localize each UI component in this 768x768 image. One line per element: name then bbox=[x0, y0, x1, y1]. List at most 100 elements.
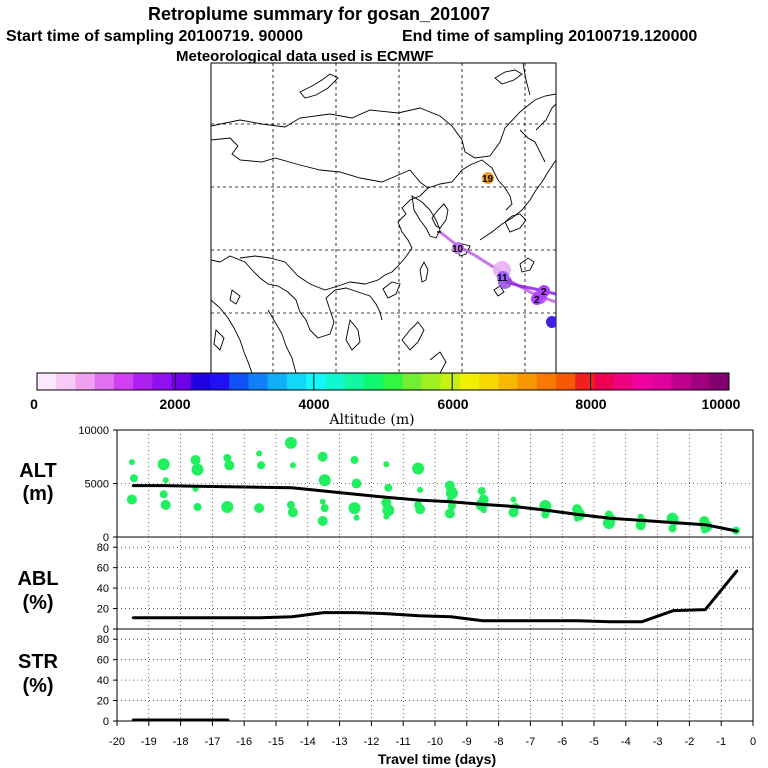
data-point bbox=[640, 620, 643, 624]
trajectory-point-label-1: 19 bbox=[482, 174, 494, 185]
colorbar-swatch bbox=[402, 373, 422, 390]
data-point bbox=[672, 609, 675, 612]
data-point bbox=[258, 486, 262, 489]
cluster-marker bbox=[162, 477, 169, 484]
colorbar-swatch bbox=[94, 373, 115, 390]
cluster-marker bbox=[508, 507, 519, 518]
cluster-marker bbox=[353, 514, 360, 521]
colorbar-swatch bbox=[306, 373, 326, 390]
data-point bbox=[195, 616, 198, 619]
cluster-marker bbox=[384, 483, 393, 492]
data-point bbox=[163, 484, 166, 487]
cluster-marker bbox=[318, 474, 331, 487]
x-tick-label: -4 bbox=[621, 736, 631, 748]
colorbar-swatch bbox=[594, 373, 615, 390]
cluster-marker bbox=[317, 515, 328, 526]
x-tick-label: -7 bbox=[526, 736, 536, 748]
str-panel-label: STR bbox=[18, 651, 59, 673]
colorbar-swatch bbox=[613, 373, 634, 390]
y-tick-label: 40 bbox=[97, 583, 109, 595]
x-tick-label: -13 bbox=[332, 736, 348, 748]
colorbar-swatch bbox=[709, 373, 730, 390]
cluster-marker bbox=[382, 504, 395, 517]
y-tick-label: 20 bbox=[97, 696, 109, 708]
alt-panel-label: ALT bbox=[19, 460, 56, 482]
cluster-marker bbox=[447, 501, 456, 510]
cluster-marker bbox=[224, 460, 235, 471]
cluster-marker bbox=[574, 515, 581, 522]
trajectory-point-label-5: 2 bbox=[534, 295, 540, 306]
data-point bbox=[545, 509, 548, 512]
trajectory-point-5 bbox=[531, 293, 543, 305]
data-point bbox=[608, 517, 612, 520]
cluster-marker bbox=[383, 513, 390, 520]
colorbar-swatch bbox=[671, 373, 692, 390]
cluster-marker bbox=[223, 453, 232, 462]
str-panel: 0 20 40 60 80 bbox=[97, 628, 754, 728]
data-point bbox=[290, 615, 294, 618]
abl-panel-unit: (%) bbox=[22, 592, 53, 614]
colorbar-swatch bbox=[210, 373, 230, 390]
colorbar-swatch bbox=[152, 373, 173, 390]
data-point bbox=[449, 615, 453, 618]
cluster-marker bbox=[289, 462, 296, 469]
colorbar-tick-8000: 8000 bbox=[575, 396, 606, 412]
colorbar-swatch bbox=[498, 373, 519, 390]
cluster-marker bbox=[635, 520, 646, 531]
data-point bbox=[576, 619, 580, 623]
cluster-marker bbox=[286, 500, 295, 509]
colorbar-tick-labels: 0 2000 4000 6000 8000 10000 bbox=[30, 396, 741, 412]
data-point bbox=[386, 496, 389, 499]
cluster-marker bbox=[445, 487, 458, 500]
trajectory-point-4 bbox=[538, 285, 550, 297]
data-point bbox=[640, 519, 643, 522]
colorbar-tick-6000: 6000 bbox=[437, 396, 468, 412]
cluster-marker bbox=[480, 507, 487, 514]
data-point bbox=[545, 619, 548, 623]
x-tick-label: 0 bbox=[750, 736, 756, 748]
panel-frame bbox=[116, 628, 754, 722]
colorbar-swatch bbox=[248, 373, 269, 390]
data-point bbox=[258, 616, 262, 619]
colorbar-title: Altitude (m) bbox=[328, 412, 414, 428]
colorbar-swatch bbox=[229, 373, 249, 390]
x-tick-label: -10 bbox=[427, 736, 443, 748]
colorbar-swatch bbox=[383, 373, 403, 390]
trajectory-point-label-3: 11 bbox=[497, 273, 508, 284]
cluster-marker bbox=[317, 451, 328, 462]
cluster-marker bbox=[191, 463, 204, 476]
colorbar-swatch bbox=[517, 373, 538, 390]
trajectory-point-2 bbox=[452, 242, 464, 254]
x-tick-label: -5 bbox=[589, 736, 599, 748]
abl-panel-label: ABL bbox=[17, 568, 58, 590]
cluster-marker bbox=[444, 508, 455, 519]
y-tick-label: 60 bbox=[97, 563, 109, 575]
x-tick-label: -17 bbox=[204, 736, 220, 748]
colorbar-swatch bbox=[171, 373, 192, 390]
x-tick-label: -19 bbox=[141, 736, 157, 748]
y-tick-label: 0 bbox=[103, 716, 109, 728]
cluster-marker bbox=[415, 504, 426, 515]
series-line bbox=[132, 569, 739, 624]
data-point bbox=[227, 616, 230, 619]
abl-panel: 0 20 40 60 80 bbox=[97, 536, 754, 636]
alt-panel-unit: (m) bbox=[22, 483, 53, 505]
data-point bbox=[704, 608, 707, 611]
colorbar-tick-2000: 2000 bbox=[159, 396, 190, 412]
colorbar-swatch bbox=[113, 373, 134, 390]
cluster-marker bbox=[159, 490, 168, 499]
data-point bbox=[227, 718, 230, 722]
trajectory-point-label-4: 2 bbox=[541, 287, 547, 298]
data-point bbox=[513, 619, 516, 623]
colorbar-swatch bbox=[479, 373, 499, 390]
y-tick-label: 40 bbox=[97, 675, 109, 687]
data-point bbox=[227, 485, 230, 488]
data-point bbox=[131, 718, 135, 722]
trajectory-point-6 bbox=[546, 316, 556, 328]
data-point bbox=[195, 484, 198, 488]
colorbar-swatch bbox=[190, 373, 211, 390]
cluster-marker bbox=[412, 462, 425, 475]
cluster-marker bbox=[284, 436, 297, 449]
x-axis-ticks: -20 -19 -18 -17 -16 -15 -14 -13 -12 -11 -10 -9 -8 -7-… bbox=[109, 721, 756, 748]
colorbar-swatch bbox=[459, 373, 480, 390]
